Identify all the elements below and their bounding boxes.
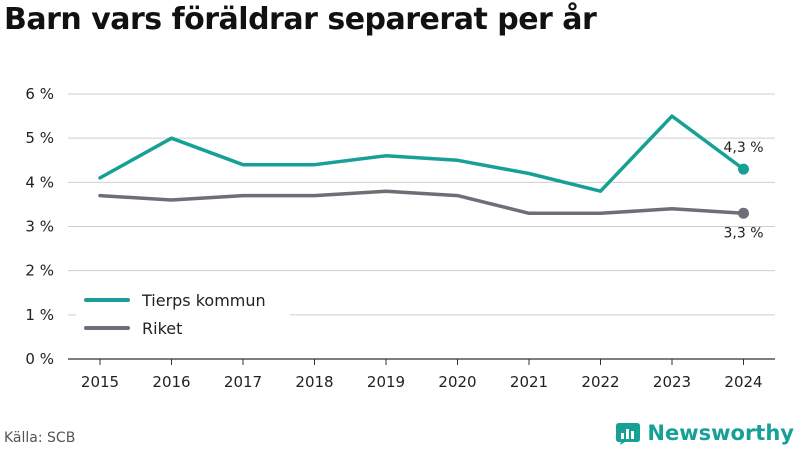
series-end-point [738,163,749,175]
x-tick-label: 2024 [724,373,762,391]
brand-name: Newsworthy [647,421,794,445]
x-tick-label: 2023 [653,373,691,391]
x-tick-label: 2015 [81,373,119,391]
data-labels: 4,3 % 3,3 % [723,140,763,241]
x-tick-label: 2017 [224,373,262,391]
legend-background [76,285,290,345]
chart-title: Barn vars föräldrar separerat per år [4,2,597,37]
y-tick-label: 0 % [25,350,54,368]
x-tick-label: 2019 [367,373,405,391]
y-tick-label: 5 % [25,129,54,147]
x-tick-label: 2022 [581,373,619,391]
end-value-label: 4,3 % [723,140,763,156]
y-tick-label: 6 % [25,85,54,103]
y-tick-label: 3 % [25,218,54,236]
y-tick-label: 1 % [25,306,54,324]
end-value-label: 3,3 % [723,225,763,241]
series-line-riket [98,189,746,216]
legend-label: Tierps kommun [141,291,266,310]
x-tick-label: 2016 [152,373,190,391]
series-end-point [738,207,749,219]
series-line-tierps-kommun [98,114,746,193]
x-tick-label: 2020 [438,373,476,391]
newsworthy-logo-icon [616,423,641,445]
y-axis-ticks: 0 % 1 % 2 % 3 % 4 % 5 % 6 % [25,85,54,368]
brand-logo: Newsworthy [615,420,794,446]
y-tick-label: 2 % [25,262,54,280]
legend: Tierps kommun Riket [76,285,290,345]
source-note: Källa: SCB [4,430,76,446]
series-lines [98,114,749,219]
y-tick-label: 4 % [25,173,54,191]
legend-label: Riket [142,319,182,338]
x-tick-label: 2018 [295,373,333,391]
x-tick-label: 2021 [510,373,548,391]
x-axis: 2015 2016 2017 2018 2019 2020 2021 2022 2023 2024 [81,359,763,391]
